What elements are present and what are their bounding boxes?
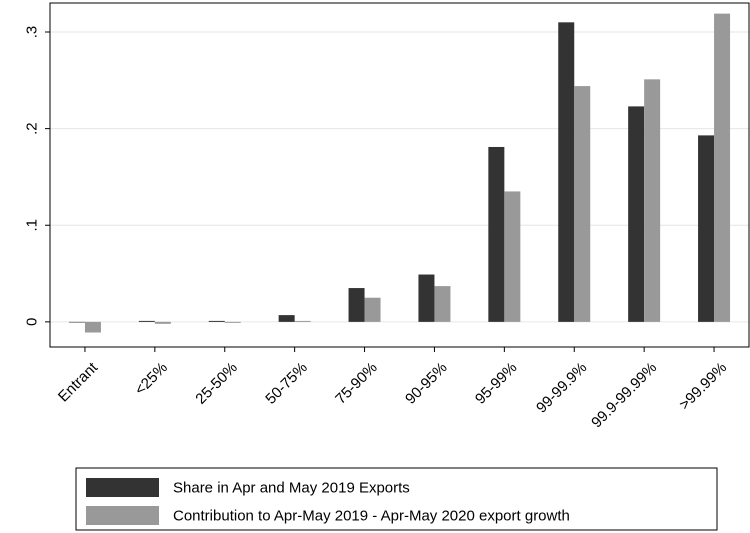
bar-share <box>698 135 715 322</box>
bar-share <box>558 22 575 322</box>
bar-contribution <box>434 286 451 322</box>
y-axis: 0 .1 .2 .3 <box>24 26 50 326</box>
y-tick-label: .3 <box>24 26 41 39</box>
legend: Share in Apr and May 2019 Exports Contrib… <box>75 467 718 531</box>
bar-contribution <box>364 297 381 322</box>
x-axis: Entrant <25% 25-50% 50-75% 75-90% 90-95% 95-99… <box>55 347 730 431</box>
legend-box <box>75 467 718 531</box>
bar-share <box>208 320 225 322</box>
legend-label: Share in Apr and May 2019 Exports <box>173 480 410 497</box>
y-tick-label: 0 <box>24 318 41 326</box>
x-tick-label: 25-50% <box>192 359 241 408</box>
bar-contribution <box>154 321 171 324</box>
bar-share <box>278 315 295 322</box>
x-tick-label: 95-99% <box>472 359 521 408</box>
legend-label: Contribution to Apr-May 2019 - Apr-May 2… <box>173 508 570 525</box>
x-tick-label: 99-99.9% <box>533 359 590 416</box>
bar-share <box>418 274 435 322</box>
legend-swatch <box>86 478 159 497</box>
legend-swatch <box>86 506 159 525</box>
bar-contribution <box>574 86 591 322</box>
x-tick-label: 90-95% <box>402 359 451 408</box>
bar-contribution <box>84 321 101 333</box>
x-tick-label: 99.9-99.99% <box>588 359 660 431</box>
y-tick-label: .1 <box>24 219 41 232</box>
bar-contribution <box>504 191 521 322</box>
x-tick-label: Entrant <box>55 359 102 406</box>
bar-share <box>138 320 155 322</box>
bars <box>68 13 731 333</box>
bar-share <box>348 288 365 322</box>
bar-contribution <box>224 321 241 323</box>
y-tick-label: .2 <box>24 122 41 135</box>
x-tick-label: <25% <box>132 359 171 398</box>
bar-share <box>68 321 85 323</box>
bar-contribution <box>714 13 731 322</box>
bar-contribution <box>294 320 311 322</box>
plot-frame <box>49 2 750 348</box>
x-tick-label: 75-90% <box>332 359 381 408</box>
bar-share <box>628 106 645 322</box>
bar-share <box>488 146 505 322</box>
x-tick-label: 50-75% <box>262 359 311 408</box>
x-tick-label: >99.99% <box>676 359 730 413</box>
bar-contribution <box>644 79 661 322</box>
